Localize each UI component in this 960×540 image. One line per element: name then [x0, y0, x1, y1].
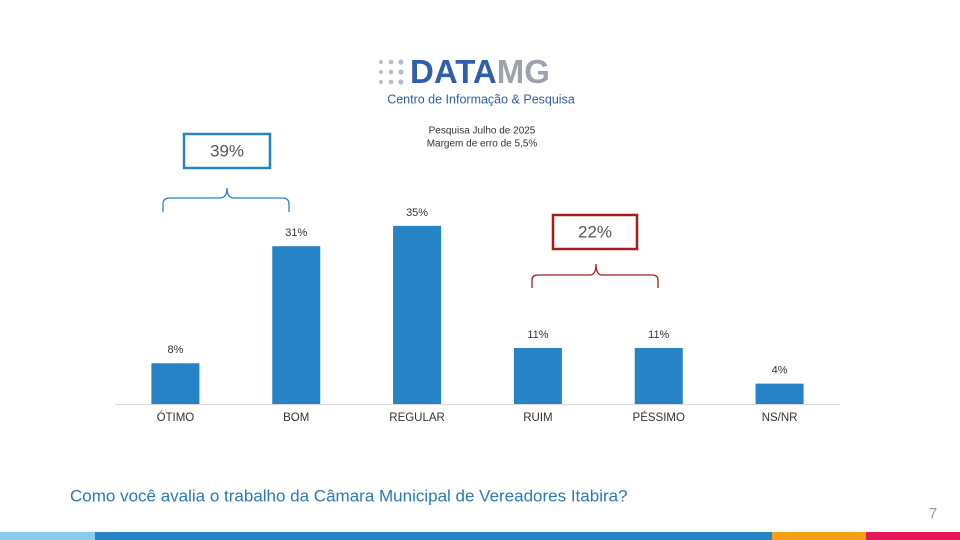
x-tick-label: REGULAR: [389, 412, 445, 424]
bracket: [162, 187, 290, 212]
logo-tagline: Centro de Informação & Pesquisa: [387, 92, 575, 106]
x-tick-label: NS/NR: [762, 412, 798, 424]
footer-stripe: [95, 532, 772, 540]
x-tick-label: BOM: [283, 412, 309, 424]
logo-brand-accent: MG: [497, 53, 550, 90]
bar: [151, 363, 200, 404]
question-title: Como você avalia o trabalho da Câmara Mu…: [70, 486, 628, 505]
value-label: 31%: [285, 227, 307, 239]
logo-dots: [379, 59, 404, 85]
bar: [272, 246, 321, 404]
footer-stripe: [0, 532, 95, 540]
value-label: 8%: [167, 344, 183, 356]
x-tick-label: ÓTIMO: [157, 411, 195, 424]
x-tick-label: PÉSSIMO: [633, 411, 685, 424]
bracket: [531, 263, 659, 288]
bar: [393, 225, 442, 404]
bar: [634, 348, 683, 404]
subtitle: Margem de erro de 5,5%: [427, 139, 538, 150]
value-label: 11%: [527, 329, 548, 341]
x-tick-label: RUIM: [523, 412, 552, 424]
footer-stripe: [772, 532, 866, 540]
bar: [755, 383, 804, 404]
annotation-box: [182, 132, 272, 170]
page-number: 7: [929, 505, 937, 522]
bar: [513, 348, 562, 404]
annotation-box: [551, 213, 639, 251]
value-label: 11%: [648, 329, 669, 341]
value-label: 4%: [772, 365, 788, 377]
footer-stripe: [866, 532, 960, 540]
value-label: 35%: [406, 207, 428, 219]
logo-brand-main: DATA: [410, 53, 497, 90]
annotation: 39%: [210, 141, 244, 160]
annotation: 22%: [578, 222, 612, 241]
logo-brand: DATAMG: [410, 53, 550, 90]
subtitle: Pesquisa Julho de 2025: [429, 126, 536, 137]
